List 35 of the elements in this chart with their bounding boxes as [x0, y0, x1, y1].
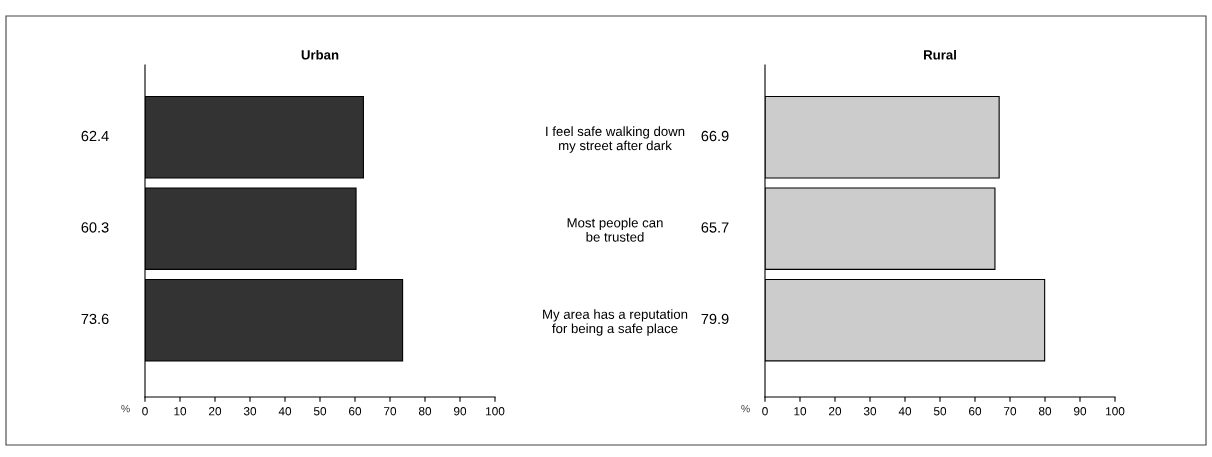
x-tick-label: 70 [384, 407, 397, 416]
x-tick-label: 100 [1106, 407, 1125, 416]
x-tick-label: 20 [209, 407, 222, 416]
data-label: 60.3 [81, 222, 109, 233]
chart-title: Urban [301, 49, 339, 60]
data-label: 66.9 [701, 130, 729, 142]
x-tick-label: 90 [1073, 407, 1087, 416]
data-label: 73.6 [81, 313, 109, 325]
data-label: 65.7 [701, 222, 729, 233]
x-axis-title: % [741, 404, 750, 413]
x-axis-title: % [121, 404, 130, 413]
x-tick-label: 0 [762, 407, 768, 416]
x-tick-label: 90 [453, 407, 467, 416]
data-label: 62.4 [81, 130, 109, 142]
x-tick-label: 0 [142, 407, 148, 416]
x-tick-label: 60 [349, 407, 362, 416]
x-tick-label: 10 [794, 407, 807, 416]
x-tick-label: 70 [1004, 407, 1017, 416]
x-tick-label: 30 [243, 407, 257, 416]
x-tick-label: 40 [278, 407, 292, 416]
x-tick-label: 80 [418, 407, 432, 416]
x-tick-label: 50 [313, 407, 327, 416]
chart-title: Rural [924, 49, 956, 60]
x-tick-label: 10 [174, 407, 187, 416]
x-tick-label: 50 [933, 407, 947, 416]
data-label: 79.9 [701, 313, 729, 325]
x-tick-label: 100 [486, 407, 505, 416]
x-tick-label: 30 [863, 407, 877, 416]
x-tick-label: 40 [898, 407, 912, 416]
y-tick-label: I feel safe walking down my street after dark [546, 126, 685, 153]
x-tick-label: 20 [829, 407, 842, 416]
y-tick-label: Most people can be trusted [567, 217, 663, 242]
x-tick-label: 60 [969, 407, 982, 416]
x-tick-label: 80 [1038, 407, 1052, 416]
y-tick-label: My area has a reputation for being a safe place [543, 309, 688, 336]
